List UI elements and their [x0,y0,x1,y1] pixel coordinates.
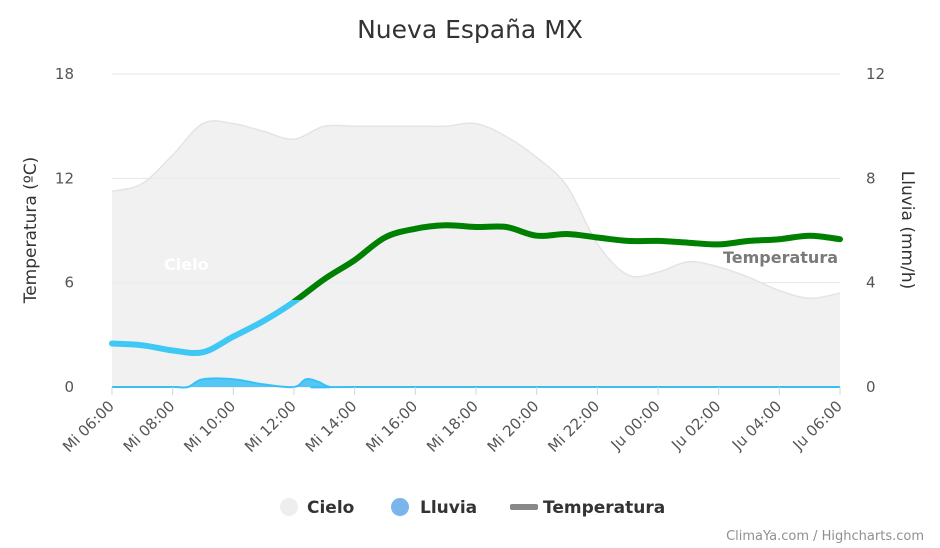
y-right-tick-label: 0 [866,378,876,396]
y-right-tick-label: 12 [866,65,885,83]
area-layer [111,120,841,389]
legend-temperatura-label: Temperatura [543,498,665,518]
y-left-tick-label: 18 [55,65,74,83]
x-tick-label: Ju 02:00 [667,397,724,454]
y-left-tick-label: 0 [64,378,74,396]
x-tick-label: Mi 20:00 [484,397,543,456]
x-tick-label: Mi 22:00 [544,397,603,456]
x-tick-label: Mi 10:00 [180,397,239,456]
x-tick-label: Mi 14:00 [302,397,361,456]
x-tick-label: Mi 16:00 [362,397,421,456]
x-tick-label: Ju 00:00 [607,397,664,454]
y-left-tick-label: 12 [55,169,74,187]
chart-title: Nueva España MX [357,15,583,44]
legend-lluvia-label: Lluvia [420,498,477,518]
line-layer [109,222,843,357]
y-right-tick-label: 4 [866,274,876,292]
series-cielo-area [112,120,840,387]
legend-cielo-marker [280,498,298,516]
series-cielo-inline-label: Cielo [164,255,209,274]
legend-item-lluvia[interactable]: Lluvia [391,498,477,518]
x-tick-label: Mi 18:00 [423,397,482,456]
series-temperatura-inline-label: Temperatura [723,248,838,267]
label-layer: Cielo Temperatura [164,247,840,275]
x-tick-label: Ju 04:00 [728,397,785,454]
legend-lluvia-marker [391,498,409,516]
x-tick-label: Ju 06:00 [789,397,846,454]
series-lluvia-edge [111,377,840,389]
legend-cielo-label: Cielo [307,498,354,518]
series-temperatura-line-low [109,300,302,357]
series-cielo-edge [111,120,841,300]
legend: Cielo Lluvia Temperatura [280,498,665,518]
credits-link[interactable]: ClimaYa.com / Highcharts.com [726,529,924,544]
legend-item-temperatura[interactable]: Temperatura [510,498,665,518]
y-right-tick-label: 8 [866,169,876,187]
y-axis-right-title: Lluvia (mm/h) [897,171,917,289]
series-temperatura-line [291,222,843,301]
legend-item-cielo[interactable]: Cielo [280,498,354,518]
legend-temperatura-marker [510,504,538,510]
y-left-tick-label: 6 [64,274,74,292]
x-tick-label: Mi 08:00 [120,397,179,456]
x-tick-label: Mi 12:00 [241,397,300,456]
x-tick-label: Mi 06:00 [59,397,118,456]
y-axis-left-title: Temperatura (ºC) [21,157,41,305]
